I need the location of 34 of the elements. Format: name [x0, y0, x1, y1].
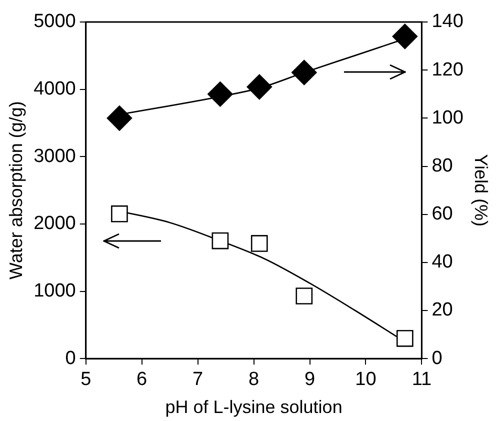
y2-tick-label: 140 [432, 11, 464, 32]
point [208, 81, 233, 107]
x-tick-label: 9 [304, 369, 316, 390]
y-axis-title: Water absorption (g/g) [6, 101, 26, 280]
y2-tick-label: 20 [432, 300, 453, 321]
x-tick-label: 5 [80, 369, 92, 390]
y-tick-label: 0 [65, 348, 76, 369]
y2-tick-label: 60 [432, 204, 453, 225]
y2-tick-label: 120 [432, 59, 464, 80]
x-tick-label: 7 [192, 369, 204, 390]
y-tick-label: 1000 [34, 280, 76, 302]
y2-axis-title: Yield (%) [471, 154, 492, 226]
y2-tick-label: 0 [432, 348, 442, 369]
y2-tick-label: 100 [432, 107, 464, 128]
x-tick-label: 10 [355, 369, 376, 390]
point [296, 288, 313, 304]
x-tick-label: 6 [136, 369, 148, 390]
y-tick-label: 5000 [34, 11, 76, 32]
y2-tick-label: 40 [432, 252, 453, 273]
point [212, 232, 229, 250]
x-axis-title: pH of L-lysine solution [165, 397, 342, 418]
point [392, 24, 418, 50]
point [292, 60, 317, 86]
point [111, 205, 128, 222]
y-tick-label: 2000 [34, 213, 76, 234]
x-tick-label: 8 [248, 369, 260, 390]
y2-tick-label: 80 [432, 155, 453, 176]
point [246, 74, 272, 100]
point [106, 106, 132, 131]
point [396, 330, 414, 347]
x-tick-label: 11 [412, 369, 432, 390]
y-tick-label: 4000 [34, 78, 76, 100]
point [250, 235, 268, 252]
y-tick-label: 3000 [34, 146, 76, 167]
